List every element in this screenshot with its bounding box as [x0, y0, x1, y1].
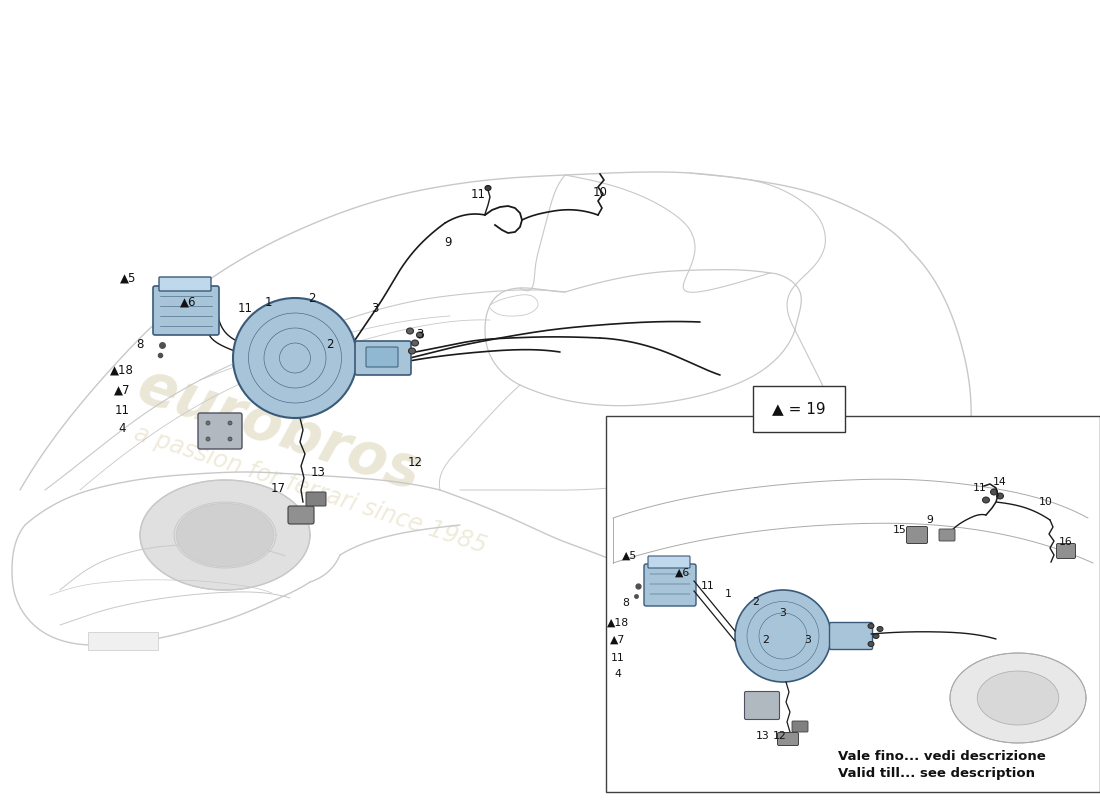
Text: 8: 8 — [623, 598, 629, 608]
Ellipse shape — [407, 328, 414, 334]
FancyBboxPatch shape — [153, 286, 219, 335]
Text: 3: 3 — [416, 329, 424, 342]
Text: 14: 14 — [993, 477, 1007, 487]
Ellipse shape — [206, 437, 210, 441]
Text: 11: 11 — [238, 302, 253, 314]
FancyBboxPatch shape — [306, 492, 326, 506]
Text: ▲7: ▲7 — [113, 383, 130, 397]
Text: 9: 9 — [444, 235, 452, 249]
Text: 8: 8 — [136, 338, 144, 351]
Text: ▲5: ▲5 — [120, 271, 136, 285]
FancyBboxPatch shape — [778, 733, 799, 746]
Ellipse shape — [950, 653, 1086, 743]
Text: ▲ = 19: ▲ = 19 — [772, 402, 826, 417]
Ellipse shape — [982, 497, 990, 503]
Text: 1: 1 — [264, 295, 272, 309]
Ellipse shape — [640, 478, 830, 602]
Text: ▲6: ▲6 — [675, 568, 691, 578]
Ellipse shape — [997, 493, 1003, 499]
Text: Valid till... see description: Valid till... see description — [838, 767, 1035, 781]
Text: 16: 16 — [1059, 537, 1072, 547]
Text: 4: 4 — [119, 422, 125, 434]
Text: 3: 3 — [372, 302, 378, 314]
Text: ▲18: ▲18 — [110, 363, 134, 377]
Text: 12: 12 — [773, 731, 786, 741]
FancyBboxPatch shape — [754, 386, 845, 432]
Ellipse shape — [233, 298, 358, 418]
Text: 11: 11 — [612, 653, 625, 663]
Text: ▲6: ▲6 — [179, 295, 196, 309]
Text: 2: 2 — [327, 338, 333, 351]
Text: 2: 2 — [752, 597, 759, 607]
Text: 9: 9 — [926, 515, 934, 525]
Text: 12: 12 — [407, 455, 422, 469]
FancyBboxPatch shape — [648, 556, 690, 568]
FancyBboxPatch shape — [939, 529, 955, 541]
Text: 11: 11 — [701, 581, 715, 591]
Text: 11: 11 — [114, 403, 130, 417]
Text: 13: 13 — [310, 466, 326, 478]
Ellipse shape — [408, 348, 416, 354]
Ellipse shape — [877, 626, 883, 631]
Text: 2: 2 — [308, 291, 316, 305]
FancyBboxPatch shape — [829, 622, 872, 650]
Ellipse shape — [411, 340, 418, 346]
FancyBboxPatch shape — [792, 721, 808, 732]
Ellipse shape — [990, 489, 998, 495]
Text: 3: 3 — [780, 608, 786, 618]
Text: 3: 3 — [804, 635, 812, 645]
FancyBboxPatch shape — [198, 413, 242, 449]
Ellipse shape — [228, 421, 232, 425]
Ellipse shape — [228, 437, 232, 441]
Text: a passion for ferrari since 1985: a passion for ferrari since 1985 — [131, 422, 490, 558]
Text: ▲5: ▲5 — [623, 551, 638, 561]
Text: 10: 10 — [1040, 497, 1053, 507]
Text: 10: 10 — [593, 186, 607, 199]
FancyBboxPatch shape — [1056, 543, 1076, 558]
Ellipse shape — [735, 590, 830, 682]
Ellipse shape — [417, 332, 424, 338]
Text: 1: 1 — [725, 589, 732, 599]
FancyBboxPatch shape — [644, 564, 696, 606]
Text: eurobros: eurobros — [131, 358, 429, 502]
Text: 17: 17 — [271, 482, 286, 494]
Text: Vale fino... vedi descrizione: Vale fino... vedi descrizione — [838, 750, 1046, 762]
Ellipse shape — [485, 186, 491, 190]
Text: 11: 11 — [471, 189, 485, 202]
FancyBboxPatch shape — [606, 416, 1100, 792]
Ellipse shape — [977, 671, 1059, 725]
FancyBboxPatch shape — [366, 347, 398, 367]
FancyBboxPatch shape — [355, 341, 411, 375]
Ellipse shape — [206, 421, 210, 425]
Text: ▲7: ▲7 — [610, 635, 626, 645]
FancyBboxPatch shape — [288, 506, 313, 524]
Text: 11: 11 — [974, 483, 987, 493]
Ellipse shape — [176, 503, 274, 566]
Ellipse shape — [868, 623, 875, 629]
FancyBboxPatch shape — [745, 691, 780, 719]
Ellipse shape — [868, 642, 875, 646]
Text: 15: 15 — [893, 525, 906, 535]
Ellipse shape — [678, 503, 792, 578]
Text: 4: 4 — [615, 669, 622, 679]
Ellipse shape — [140, 480, 310, 590]
FancyBboxPatch shape — [160, 277, 211, 291]
Ellipse shape — [873, 634, 879, 638]
Bar — [88, 632, 158, 650]
FancyBboxPatch shape — [906, 526, 927, 543]
Text: 13: 13 — [756, 731, 770, 741]
Text: ▲18: ▲18 — [607, 618, 629, 628]
Text: 2: 2 — [762, 635, 769, 645]
